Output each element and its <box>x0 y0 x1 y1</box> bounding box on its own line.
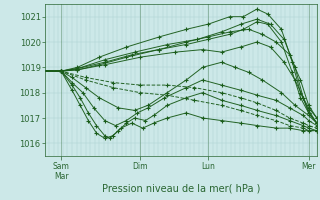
X-axis label: Pression niveau de la mer( hPa ): Pression niveau de la mer( hPa ) <box>102 184 260 194</box>
